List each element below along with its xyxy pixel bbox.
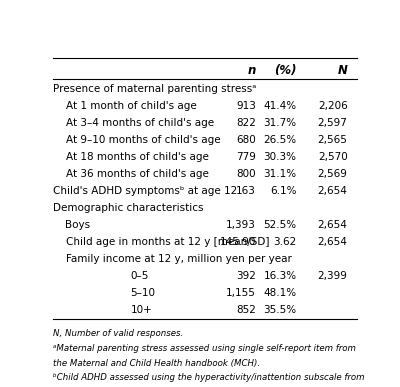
Text: 2,654: 2,654 xyxy=(318,220,348,229)
Text: Demographic characteristics: Demographic characteristics xyxy=(53,203,204,212)
Text: 2,597: 2,597 xyxy=(318,118,348,128)
Text: 31.7%: 31.7% xyxy=(263,118,296,128)
Text: 852: 852 xyxy=(236,305,256,315)
Text: 2,565: 2,565 xyxy=(318,135,348,145)
Text: 16.3%: 16.3% xyxy=(263,271,296,281)
Text: 145.90: 145.90 xyxy=(220,236,256,247)
Text: 2,206: 2,206 xyxy=(318,101,348,111)
Text: 2,570: 2,570 xyxy=(318,152,348,162)
Text: At 1 month of child's age: At 1 month of child's age xyxy=(66,101,196,111)
Text: Family income at 12 y, million yen per year: Family income at 12 y, million yen per y… xyxy=(66,253,291,264)
Text: ᵇChild ADHD assessed using the hyperactivity/inattention subscale from: ᵇChild ADHD assessed using the hyperacti… xyxy=(53,373,365,382)
Text: 163: 163 xyxy=(236,186,256,196)
Text: 800: 800 xyxy=(236,169,256,179)
Text: 3.62: 3.62 xyxy=(273,236,296,247)
Text: 1,393: 1,393 xyxy=(226,220,256,229)
Text: 10+: 10+ xyxy=(131,305,152,315)
Text: 31.1%: 31.1% xyxy=(263,169,296,179)
Text: 26.5%: 26.5% xyxy=(263,135,296,145)
Text: 680: 680 xyxy=(236,135,256,145)
Text: At 18 months of child's age: At 18 months of child's age xyxy=(66,152,208,162)
Text: Child's ADHD symptomsᵇ at age 12: Child's ADHD symptomsᵇ at age 12 xyxy=(53,186,237,196)
Text: (%): (%) xyxy=(274,64,296,77)
Text: 52.5%: 52.5% xyxy=(263,220,296,229)
Text: 30.3%: 30.3% xyxy=(264,152,296,162)
Text: 2,654: 2,654 xyxy=(318,236,348,247)
Text: n: n xyxy=(248,64,256,77)
Text: N: N xyxy=(338,64,348,77)
Text: 48.1%: 48.1% xyxy=(263,288,296,298)
Text: 822: 822 xyxy=(236,118,256,128)
Text: Boys: Boys xyxy=(66,220,91,229)
Text: 2,569: 2,569 xyxy=(318,169,348,179)
Text: ᵃMaternal parenting stress assessed using single self-report item from: ᵃMaternal parenting stress assessed usin… xyxy=(53,344,356,353)
Text: Child age in months at 12 y [mean/SD]: Child age in months at 12 y [mean/SD] xyxy=(66,236,269,247)
Text: Presence of maternal parenting stressᵃ: Presence of maternal parenting stressᵃ xyxy=(53,84,256,94)
Text: 2,399: 2,399 xyxy=(318,271,348,281)
Text: 1,155: 1,155 xyxy=(226,288,256,298)
Text: 41.4%: 41.4% xyxy=(263,101,296,111)
Text: 35.5%: 35.5% xyxy=(263,305,296,315)
Text: 2,654: 2,654 xyxy=(318,186,348,196)
Text: At 3–4 months of child's age: At 3–4 months of child's age xyxy=(66,118,214,128)
Text: 913: 913 xyxy=(236,101,256,111)
Text: 779: 779 xyxy=(236,152,256,162)
Text: 0–5: 0–5 xyxy=(131,271,149,281)
Text: the Maternal and Child Health handbook (MCH).: the Maternal and Child Health handbook (… xyxy=(53,358,260,368)
Text: 5–10: 5–10 xyxy=(131,288,156,298)
Text: At 9–10 months of child's age: At 9–10 months of child's age xyxy=(66,135,220,145)
Text: 392: 392 xyxy=(236,271,256,281)
Text: 6.1%: 6.1% xyxy=(270,186,296,196)
Text: N, Number of valid responses.: N, Number of valid responses. xyxy=(53,329,183,338)
Text: At 36 months of child's age: At 36 months of child's age xyxy=(66,169,208,179)
